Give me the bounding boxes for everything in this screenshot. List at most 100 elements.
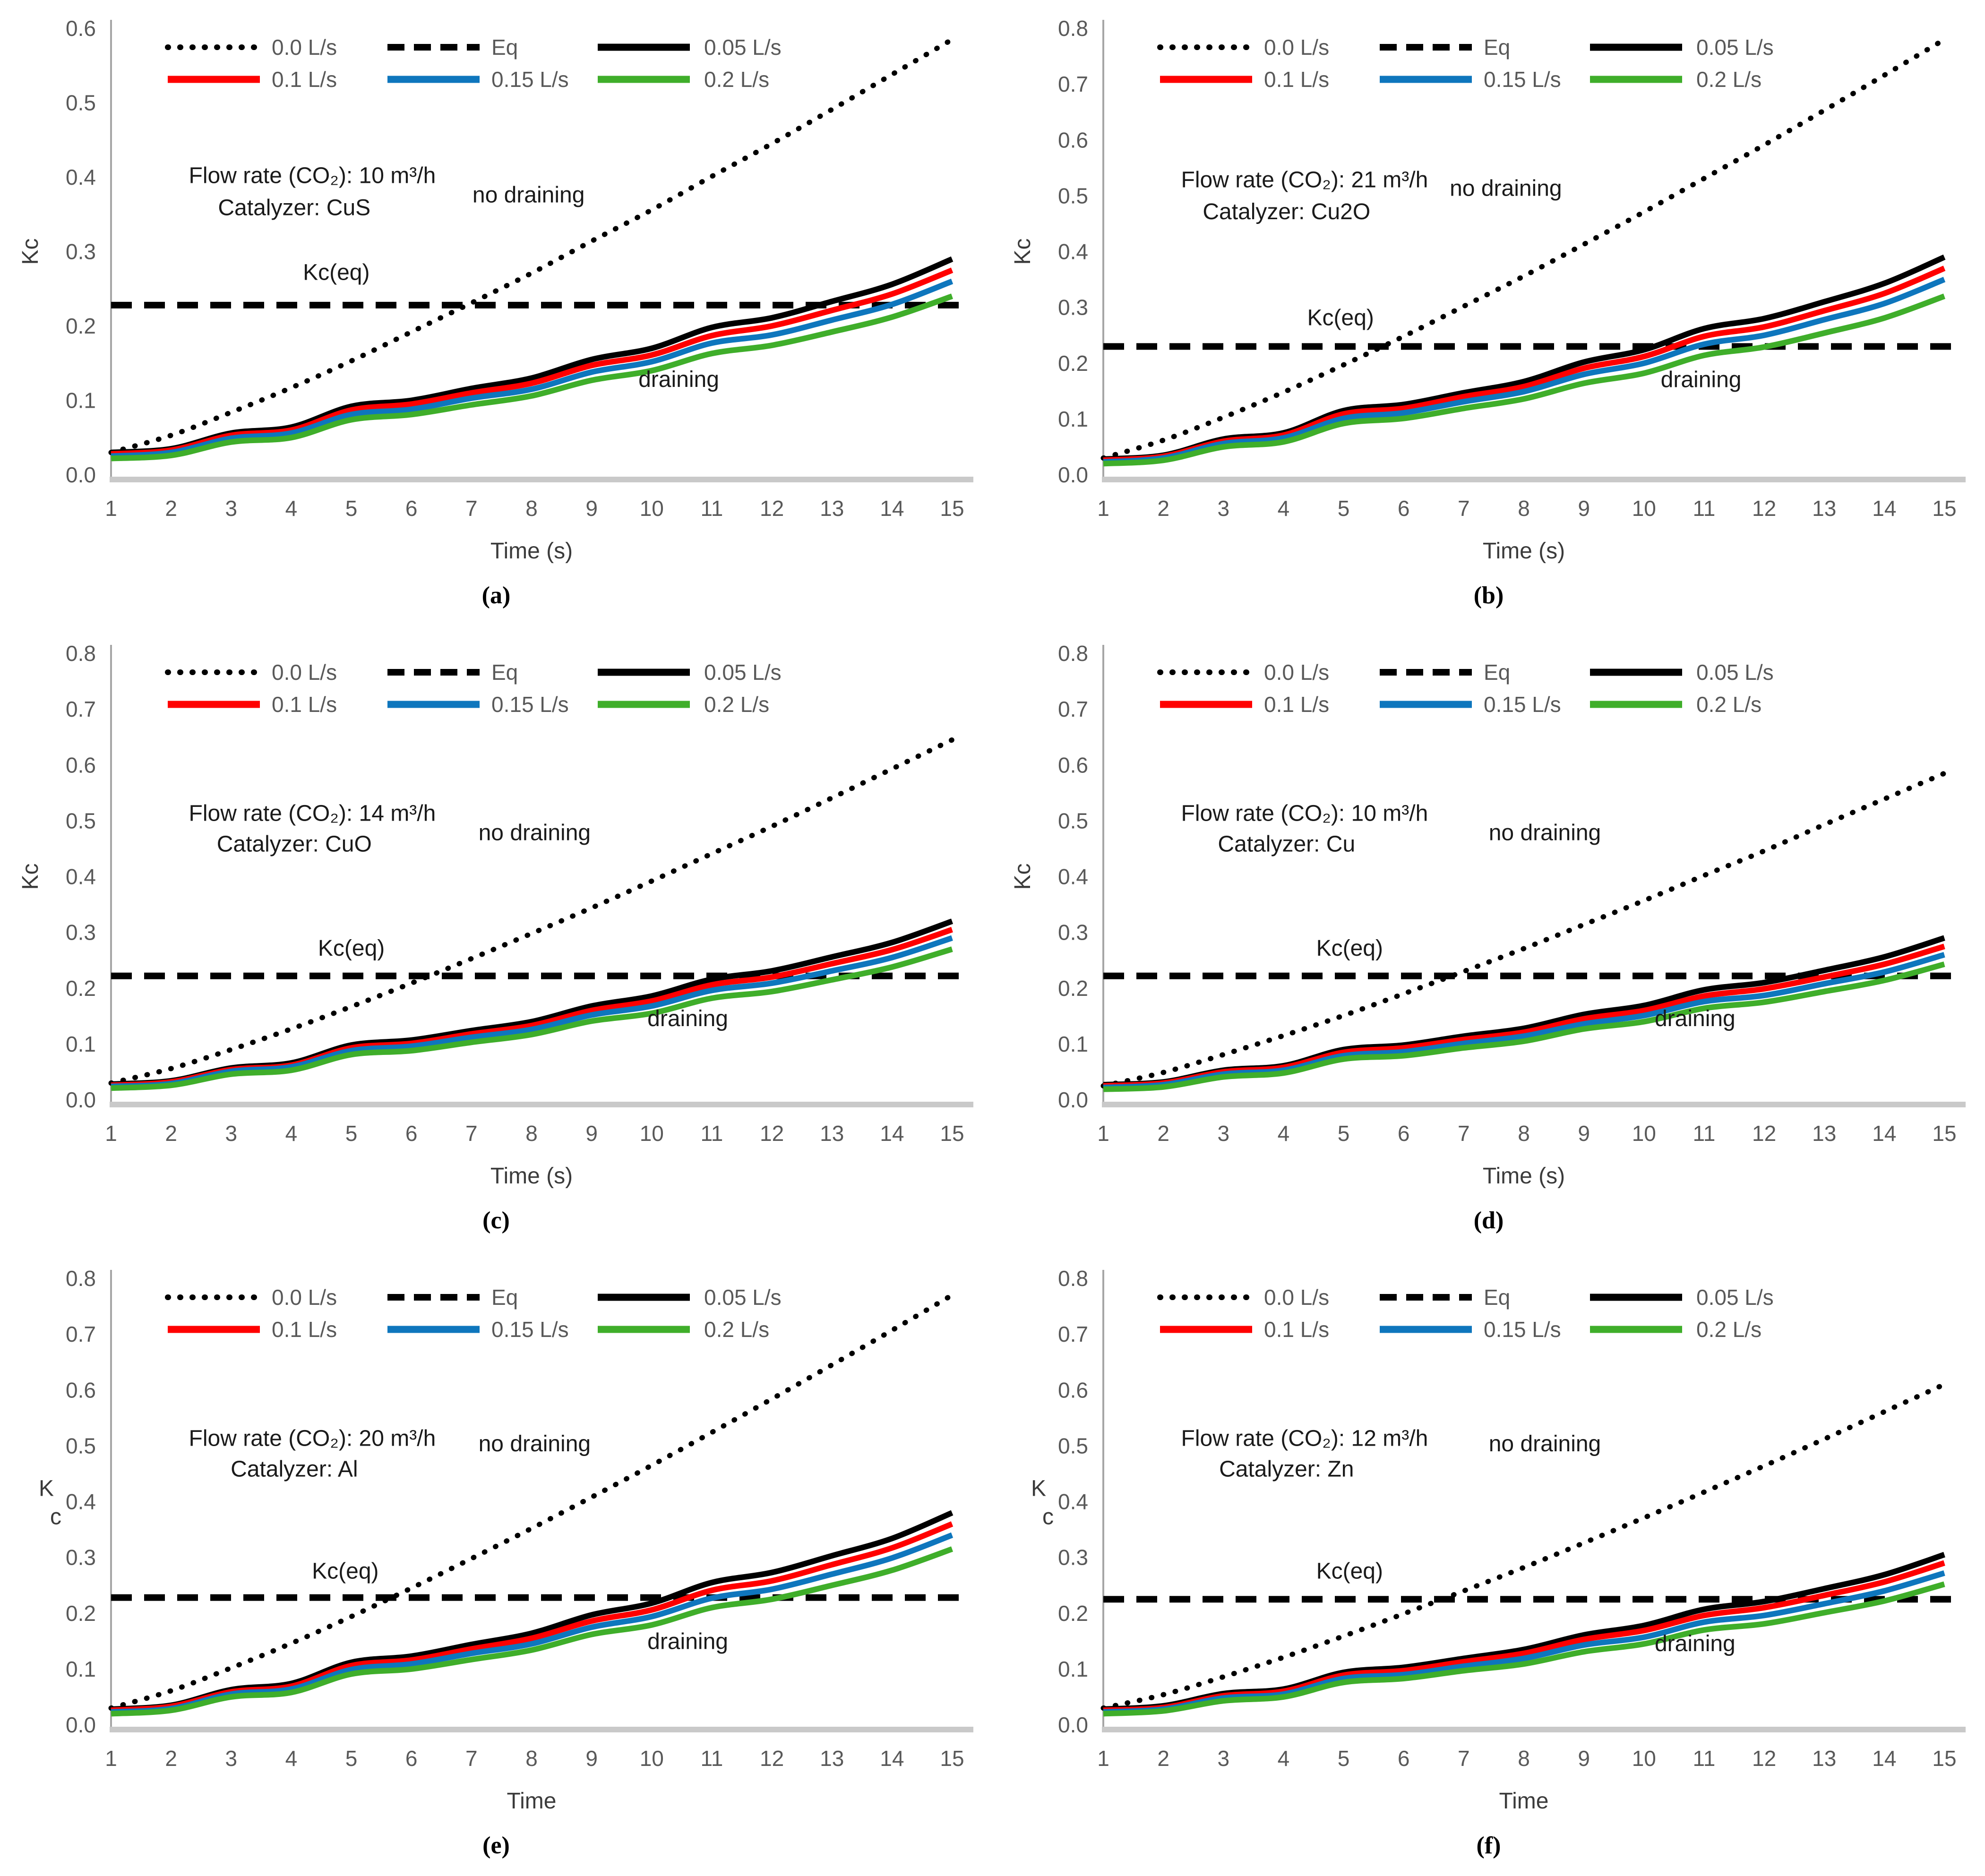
y-tick-label: 0.4 [1058,1490,1088,1514]
x-tick-label: 15 [1932,496,1956,521]
y-tick-label: 0.2 [66,976,96,1001]
chart-svg-d: 0.00.10.20.30.40.50.60.70.81 2 3 4 5 6 7 8 9 10 11… [1010,641,1966,1189]
y-tick-label: 0.2 [66,314,96,338]
series-0-0-l-s [1100,37,1947,461]
x-tick-label: 2 [1157,1121,1169,1146]
y-tick-label: 0.3 [1058,295,1088,320]
y-axis-title: Kc [18,863,43,890]
series-0-05-l-s [1103,935,1945,1088]
x-tick-label: 8 [525,1121,538,1146]
panel-b: 0.0 0.1 0.2 0.3 0.4 0.5 0.6 0.7 0.8 1 2 3 4 5 6 7 8 9 10 11… [992,0,1985,625]
x-tick-label: 14 [880,1121,904,1146]
y-tick-label: 0.8 [66,1266,96,1291]
x-tick-label: 10 [640,1121,664,1146]
y-tick-label: 0.1 [66,1657,96,1681]
y-tick-label: 0.5 [1058,808,1088,833]
y-tick-label: 0.8 [66,641,96,666]
x-tick-label: 6 [405,496,418,521]
y-tick-label: 0.4 [1058,865,1088,889]
x-tick-label: 4 [285,1746,298,1771]
legend-label: 0.05 L/s [1696,1285,1774,1310]
x-tick-label: 5 [345,496,358,521]
legend-label: 0.2 L/s [1696,67,1762,92]
annotation: Flow rate (CO₂): 14 m³/h [189,801,436,826]
annotation: Kc(eq) [303,260,370,285]
series-0-15-l-s [111,1532,954,1715]
annotation: Flow rate (CO₂): 21 m³/h [1181,168,1428,193]
series-0-1-l-s [111,267,954,457]
legend-label: 0.2 L/s [1696,1317,1762,1342]
chart-svg-c: 0.00.10.20.30.40.50.60.70.81 2 3 4 5 6 7 8 9 10 11… [18,641,973,1189]
legend-label: Eq [1484,660,1510,685]
x-tick-label: 4 [1278,1121,1290,1146]
x-tick-label: 6 [405,1746,418,1771]
x-tick-label: 6 [1398,1121,1410,1146]
series-0-15-l-s [111,935,953,1089]
legend-label: 0.2 L/s [704,692,769,717]
y-tick-label: 0.1 [1058,1032,1088,1056]
chart-b: 0.0 0.1 0.2 0.3 0.4 0.5 0.6 0.7 0.8 1 2 3 4 5 6 7 8 9 10 11… [992,0,1985,567]
x-tick-label: 7 [1458,1121,1470,1146]
annotation: Kc(eq) [1316,936,1383,961]
legend-label: 0.2 L/s [704,67,769,92]
annotation: draining [638,367,719,392]
y-tick-label: 0.3 [66,240,96,264]
legend-label: 0.15 L/s [491,1317,569,1342]
x-tick-label: 5 [345,1121,358,1146]
series-0-05-l-s [111,1510,954,1712]
x-tick-label: 13 [1812,1746,1836,1771]
x-tick-label: 2 [165,1121,177,1146]
y-axis-title: K [1031,1476,1046,1501]
series-0-1-l-s [1103,266,1946,463]
x-tick-label: 10 [640,496,664,521]
annotation: draining [1655,1006,1736,1031]
x-tick-label: 1 [1097,496,1109,521]
x-tick-label: 15 [1932,1121,1956,1146]
x-tick-label: 2 [1157,496,1169,521]
y-axis-title: c [50,1505,61,1530]
series-0-0-l-s [108,1292,955,1711]
x-tick-label: 3 [225,1121,237,1146]
y-tick-label: 0.5 [66,808,96,833]
x-tick-label: 4 [1278,1746,1290,1771]
x-tick-label: 10 [640,1746,664,1771]
legend-label: Eq [491,35,518,60]
x-tick-label: 12 [1752,496,1776,521]
x-tick-label: 2 [165,496,177,521]
legend-label: 0.15 L/s [1484,692,1561,717]
y-tick-label: 0.2 [1058,1601,1088,1626]
annotation: no draining [473,183,585,208]
series-0-2-l-s [111,1546,954,1717]
x-tick-label: 1 [1097,1121,1109,1146]
legend-label: 0.1 L/s [272,67,337,92]
x-tick-label: 11 [1693,496,1716,521]
chart-f: 0.0 0.1 0.2 0.3 0.4 0.5 0.6 0.7 0.8 1 2 3 4 5 6 7 8 9 10 11… [992,1250,1985,1817]
legend-label: 0.15 L/s [491,67,569,92]
series-0-0-l-s [1100,1381,1947,1711]
annotation: Flow rate (CO₂): 12 m³/h [1181,1426,1428,1451]
x-tick-label: 7 [465,496,478,521]
y-axis-title: K [39,1476,54,1501]
y-tick-label: 0.6 [66,16,96,41]
legend-label: Eq [491,660,518,685]
caption-e-label: (e) [482,1832,510,1859]
x-tick-label: 13 [1812,496,1836,521]
x-tick-label: 9 [585,1121,598,1146]
panel-c: 0.0 0.1 0.2 0.3 0.4 0.5 0.6 0.7 0.8 1 2 3 4 5 6 7 8 9 10 11… [0,625,992,1250]
x-axis-title: Time [1499,1789,1549,1814]
x-tick-label: 3 [1217,496,1229,521]
y-tick-label: 0.7 [66,697,96,721]
x-tick-label: 10 [1632,1121,1656,1146]
legend-label: 0.05 L/s [704,660,782,685]
series-0-15-l-s [1103,277,1946,465]
x-tick-label: 11 [1693,1121,1716,1146]
x-tick-label: 1 [1097,1746,1109,1771]
x-tick-label: 14 [1872,1746,1896,1771]
y-axis-title: Kc [1010,238,1035,265]
x-tick-label: 2 [165,1746,177,1771]
x-tick-label: 9 [1578,1121,1590,1146]
y-tick-label: 0.7 [1058,1322,1088,1346]
x-tick-label: 2 [1157,1746,1169,1771]
chart-c: 0.0 0.1 0.2 0.3 0.4 0.5 0.6 0.7 0.8 1 2 3 4 5 6 7 8 9 10 11… [0,625,992,1192]
series-0-2-l-s [111,293,953,462]
